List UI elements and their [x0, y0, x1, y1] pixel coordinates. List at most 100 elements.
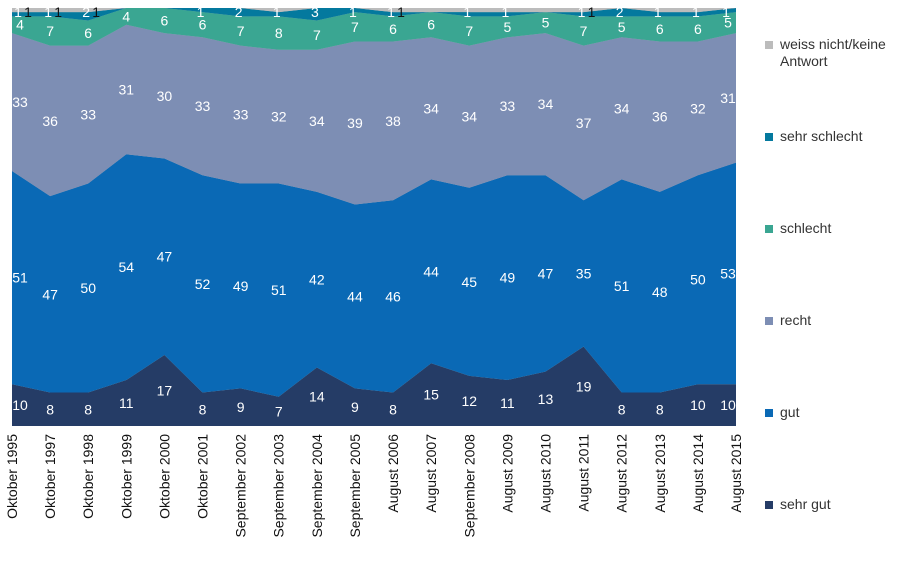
x-tick-label: August 2011	[576, 434, 592, 512]
legend-item: sehr gut	[765, 496, 916, 513]
x-tick-label: Oktober 1995	[4, 434, 20, 519]
data-label: 51	[271, 282, 287, 298]
data-label: 10	[12, 397, 28, 413]
data-label: 46	[385, 288, 401, 304]
data-label: 47	[42, 286, 58, 302]
data-label: 7	[313, 27, 321, 43]
data-label: 33	[233, 107, 249, 123]
data-label: 2	[235, 4, 243, 20]
data-label: 32	[690, 100, 706, 116]
data-label: 11	[119, 395, 134, 411]
x-tick-label: Oktober 2001	[195, 434, 211, 519]
data-label: 33	[500, 98, 516, 114]
data-label: 34	[461, 109, 477, 125]
data-label: 7	[465, 23, 473, 39]
area-series-recht	[12, 24, 736, 205]
data-label: 15	[423, 387, 439, 403]
area-series-sehr-gut	[12, 346, 736, 426]
x-axis-tick-labels: Oktober 1995 Oktober 1997 Oktober 1998 Okto…	[4, 434, 744, 538]
data-label: 2	[82, 4, 90, 20]
area-series-weiss-nicht-keine-antwort	[12, 8, 736, 13]
data-label: 48	[652, 284, 668, 300]
data-label: 49	[500, 270, 516, 286]
data-label: 8	[46, 401, 54, 417]
data-label: 44	[347, 288, 363, 304]
data-label: 1	[501, 4, 509, 20]
legend-label: sehr schlecht	[780, 128, 863, 144]
x-tick-label: August 2014	[690, 434, 706, 513]
data-label: 47	[157, 249, 173, 265]
data-label: 1	[92, 4, 100, 20]
x-tick-label: August 2013	[652, 434, 668, 513]
data-label: 1	[397, 4, 405, 20]
legend-label: weiss nicht/keine Antwort	[780, 36, 886, 69]
data-label: 2	[616, 4, 624, 20]
data-label: 38	[385, 113, 401, 129]
data-label: 44	[423, 263, 439, 279]
x-tick-label: August 2006	[385, 434, 401, 513]
data-label: 37	[576, 115, 592, 131]
data-label: 34	[538, 96, 554, 112]
data-label: 12	[461, 393, 477, 409]
data-label: 39	[347, 115, 363, 131]
data-label: 7	[275, 403, 283, 419]
data-label: 17	[157, 382, 173, 398]
legend-swatch	[765, 133, 773, 141]
data-label: 8	[84, 401, 92, 417]
data-label: 1	[578, 4, 586, 20]
legend-label: gut	[780, 404, 800, 420]
x-tick-label: September 2008	[461, 434, 477, 538]
data-label: 9	[237, 399, 245, 415]
x-tick-label: September 2005	[347, 434, 363, 538]
data-label: 5	[503, 19, 511, 35]
data-label: 6	[427, 17, 435, 33]
data-label: 1	[197, 4, 205, 20]
data-label: 10	[690, 397, 706, 413]
data-label: 1	[273, 4, 281, 20]
area-series-schlecht	[12, 8, 736, 50]
data-label: 50	[80, 280, 96, 296]
data-label: 51	[614, 278, 630, 294]
data-label: 36	[652, 109, 668, 125]
data-label: 6	[161, 13, 169, 29]
data-label: 13	[538, 391, 554, 407]
data-label: 34	[423, 100, 439, 116]
data-label: 6	[84, 25, 92, 41]
data-label: 10	[720, 397, 736, 413]
data-label: 42	[309, 272, 325, 288]
legend-swatch	[765, 317, 773, 325]
data-label: 7	[580, 23, 588, 39]
x-tick-label: August 2010	[537, 434, 553, 513]
data-label: 7	[237, 23, 245, 39]
data-label: 1	[387, 4, 395, 20]
data-label: 8	[275, 25, 283, 41]
x-tick-label: Oktober 2000	[156, 434, 172, 519]
data-label: 6	[656, 21, 664, 37]
area-series-gut	[12, 154, 736, 397]
data-label: 6	[694, 21, 702, 37]
data-label: 35	[576, 265, 592, 281]
chart-legend: weiss nicht/keine Antwort sehr schlecht sc…	[765, 0, 915, 569]
data-label: 1	[463, 4, 471, 20]
data-label: 31	[720, 90, 736, 106]
data-label: 33	[80, 107, 96, 123]
legend-label: sehr gut	[780, 496, 831, 512]
data-label: 11	[500, 395, 515, 411]
x-tick-label: August 2009	[499, 434, 515, 513]
data-label: 33	[12, 94, 28, 110]
data-label: 8	[199, 401, 207, 417]
legend-item: sehr schlecht	[765, 128, 916, 145]
data-label: 7	[351, 19, 359, 35]
data-label: 1	[44, 4, 52, 20]
legend-item: schlecht	[765, 220, 916, 237]
x-tick-label: Oktober 1999	[118, 434, 134, 519]
data-label: 31	[119, 82, 135, 98]
data-label: 49	[233, 278, 249, 294]
data-label: 1	[14, 4, 22, 20]
legend-swatch	[765, 501, 773, 509]
chart-areas	[12, 8, 736, 426]
data-label: 3	[311, 4, 319, 20]
data-label: 8	[389, 401, 397, 417]
legend-label: recht	[780, 312, 812, 328]
data-label: 4	[122, 8, 130, 24]
